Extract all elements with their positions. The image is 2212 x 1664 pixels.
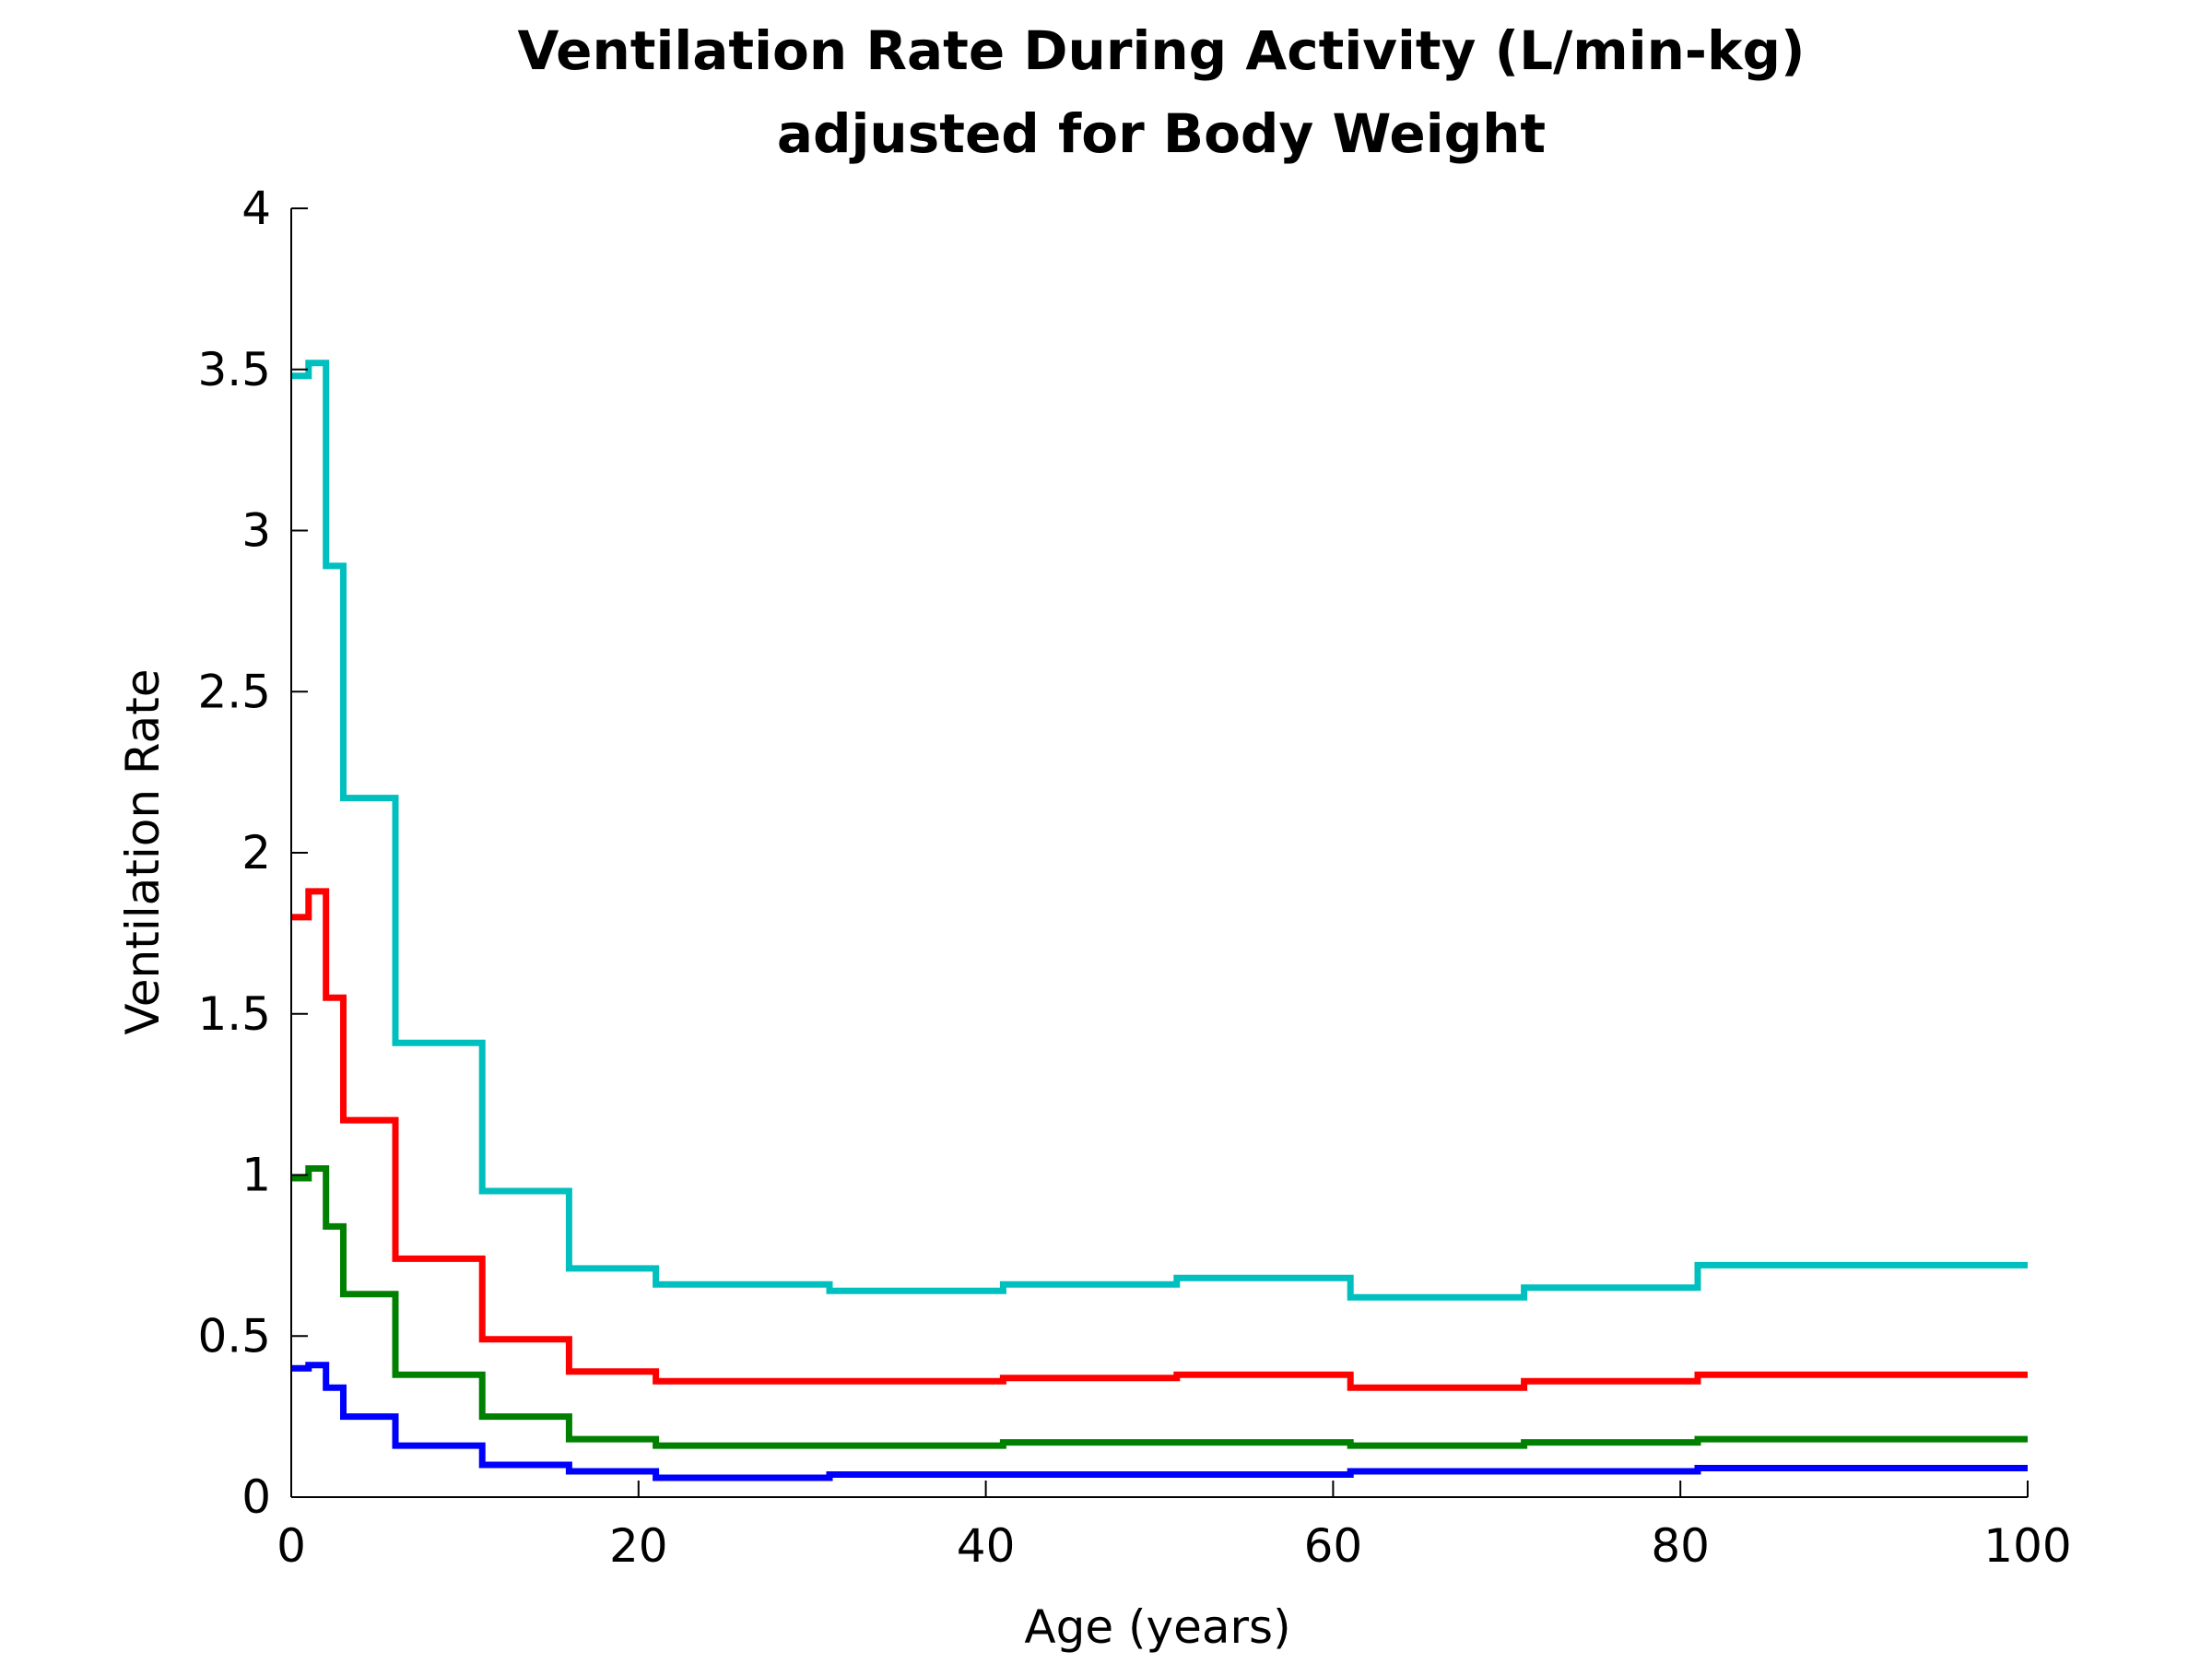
x-tick-label: 0 [276, 1519, 306, 1573]
y-tick-label: 1 [241, 1149, 271, 1202]
y-tick-label: 2 [241, 826, 271, 879]
x-tick-label: 20 [609, 1519, 668, 1573]
x-tick-label: 40 [957, 1519, 1016, 1573]
series-line-3 [291, 1165, 2028, 1449]
chart-title: Ventilation Rate During Activity (L/min-… [517, 19, 1805, 165]
y-tick-label: 2.5 [197, 665, 271, 718]
chart-title-line-2: adjusted for Body Weight [777, 102, 1546, 165]
series-line-1 [291, 360, 2028, 1301]
y-axis-label: Ventilation Rate [116, 668, 170, 1034]
y-tick-label: 0 [241, 1470, 271, 1524]
axes: 0 20 40 60 80 100 0 0.5 1 1.5 2 2.5 3 3.5 4 [197, 182, 2071, 1573]
x-tick-label: 100 [1983, 1519, 2071, 1573]
plot-background [291, 208, 2028, 1497]
x-tick-label: 80 [1651, 1519, 1710, 1573]
y-tick-label: 4 [241, 182, 271, 235]
y-tick-label: 3 [241, 504, 271, 558]
series-lines [291, 360, 2028, 1481]
x-axis-label: Age (years) [1024, 1600, 1290, 1654]
x-tick-label: 60 [1304, 1519, 1363, 1573]
y-tick-label: 0.5 [197, 1309, 271, 1363]
plot-area [291, 208, 2028, 1497]
series-line-4 [291, 1362, 2028, 1481]
series-line-2 [291, 888, 2028, 1391]
y-tick-label: 3.5 [197, 343, 271, 396]
chart-title-line-1: Ventilation Rate During Activity (L/min-… [517, 19, 1805, 82]
y-tick-label: 1.5 [197, 987, 271, 1041]
